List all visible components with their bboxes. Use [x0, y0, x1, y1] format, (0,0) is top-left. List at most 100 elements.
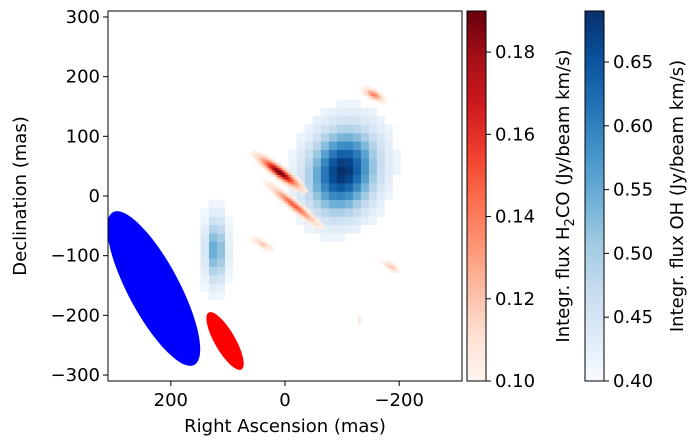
- h2co-pixel: [369, 95, 373, 99]
- oh-pixel: [296, 191, 305, 201]
- oh-pixel: [384, 182, 393, 192]
- h2co-pixel: [387, 262, 391, 266]
- h2co-pixel: [282, 200, 286, 204]
- h2co-pixel: [394, 267, 398, 271]
- h2co-pixel: [275, 176, 279, 180]
- oh-pixel: [352, 132, 361, 142]
- h2co-pixel: [385, 262, 389, 266]
- h2co-pixel: [266, 162, 270, 166]
- oh-pixel: [376, 199, 385, 209]
- oh-pixel: [312, 174, 321, 184]
- h2co-pixel: [278, 162, 281, 166]
- h2co-pixel: [300, 191, 304, 195]
- oh-pixel: [384, 174, 393, 184]
- oh-pixel: [320, 116, 329, 125]
- h2co-pixel: [316, 227, 320, 230]
- h2co-pixel: [291, 179, 295, 183]
- oh-pixel: [312, 166, 321, 176]
- oh-pixel: [360, 157, 369, 167]
- h2co-pixel: [275, 167, 279, 171]
- h2co-pixel: [300, 188, 304, 192]
- h2co-pixel: [307, 212, 311, 216]
- h2co-pixel: [257, 236, 261, 240]
- oh-pixel: [376, 116, 385, 125]
- oh-colorbar-tick-label: 0.65: [613, 52, 653, 73]
- oh-pixel: [328, 199, 337, 209]
- h2co-pixel: [289, 200, 293, 204]
- oh-pixel: [352, 191, 361, 201]
- h2co-pixel: [275, 186, 279, 190]
- h2co-pixel: [264, 246, 268, 249]
- h2co-pixel: [271, 160, 274, 163]
- oh-pixel: [328, 174, 337, 184]
- oh-pixel: [200, 233, 209, 242]
- h2co-pixel: [271, 184, 274, 187]
- h2co-pixel: [316, 219, 320, 223]
- oh-pixel: [200, 241, 209, 251]
- oh-pixel: [320, 132, 329, 142]
- h2co-pixel: [298, 188, 302, 192]
- h2co-pixel: [255, 241, 258, 245]
- h2co-pixel: [294, 205, 297, 209]
- h2co-pixel: [303, 205, 306, 209]
- h2co-pixel: [282, 198, 286, 202]
- oh-pixel: [320, 174, 329, 184]
- h2co-pixel: [264, 181, 268, 185]
- h2co-pixel: [369, 98, 373, 101]
- oh-pixel: [328, 207, 337, 217]
- oh-pixel: [208, 199, 217, 209]
- oh-pixel: [216, 283, 225, 292]
- oh-pixel: [360, 216, 369, 226]
- oh-pixel: [216, 266, 225, 276]
- h2co-pixel: [262, 160, 265, 163]
- h2co-pixel: [300, 212, 304, 216]
- h2co-pixel: [378, 93, 382, 97]
- h2co-pixel: [296, 186, 300, 190]
- h2co-pixel: [367, 86, 370, 89]
- h2co-pixel: [396, 267, 400, 271]
- h2co-pixel: [285, 172, 288, 175]
- h2co-pixel: [269, 169, 272, 173]
- oh-pixel: [312, 132, 321, 142]
- oh-pixel: [360, 191, 369, 201]
- h2co-pixel: [294, 210, 297, 214]
- oh-pixel: [352, 182, 361, 192]
- oh-pixel: [384, 141, 393, 150]
- h2co-pixel: [255, 153, 258, 156]
- oh-pixel: [368, 191, 377, 201]
- h2co-pixel: [296, 179, 300, 183]
- oh-colorbar-tick-label: 0.50: [613, 243, 653, 264]
- oh-pixel: [344, 199, 353, 209]
- y-tick-label: −100: [51, 246, 100, 267]
- oh-pixel: [312, 141, 321, 150]
- y-axis: 300 200 100 0 −100 −200 −300: [51, 7, 108, 386]
- x-tick-label: 0: [279, 390, 290, 411]
- h2co-pixel: [298, 179, 302, 183]
- oh-pixel: [368, 124, 377, 134]
- h2co-pixel: [255, 160, 258, 163]
- h2co-pixel: [291, 184, 295, 187]
- h2co-pixel: [319, 222, 322, 226]
- oh-pixel: [368, 207, 377, 217]
- h2co-pixel: [262, 241, 265, 245]
- oh-colorbar-tick-label: 0.45: [613, 307, 653, 328]
- oh-pixel: [208, 291, 217, 301]
- h2co-pixel: [289, 205, 293, 209]
- h2co-pixel: [264, 157, 268, 161]
- h2co-pixel: [257, 243, 261, 247]
- h2co-pixel: [374, 95, 377, 99]
- oh-pixel: [224, 233, 233, 242]
- h2co-pixel: [392, 265, 396, 269]
- h2co-pixel: [278, 193, 281, 197]
- x-axis-label: Right Ascension (mas): [184, 416, 386, 437]
- oh-colorbar-axis: 0.40 0.45 0.50 0.55 0.60 0.65: [604, 52, 653, 392]
- h2co-pixel: [300, 181, 304, 185]
- y-tick-label: −200: [51, 305, 100, 326]
- oh-pixel: [344, 166, 353, 176]
- h2co-pixel: [314, 224, 318, 228]
- h2co-pixel: [257, 241, 261, 245]
- h2co-pixel: [266, 246, 270, 249]
- h2co-pixel: [259, 155, 263, 159]
- oh-pixel: [304, 149, 313, 159]
- h2co-pixel: [282, 169, 286, 173]
